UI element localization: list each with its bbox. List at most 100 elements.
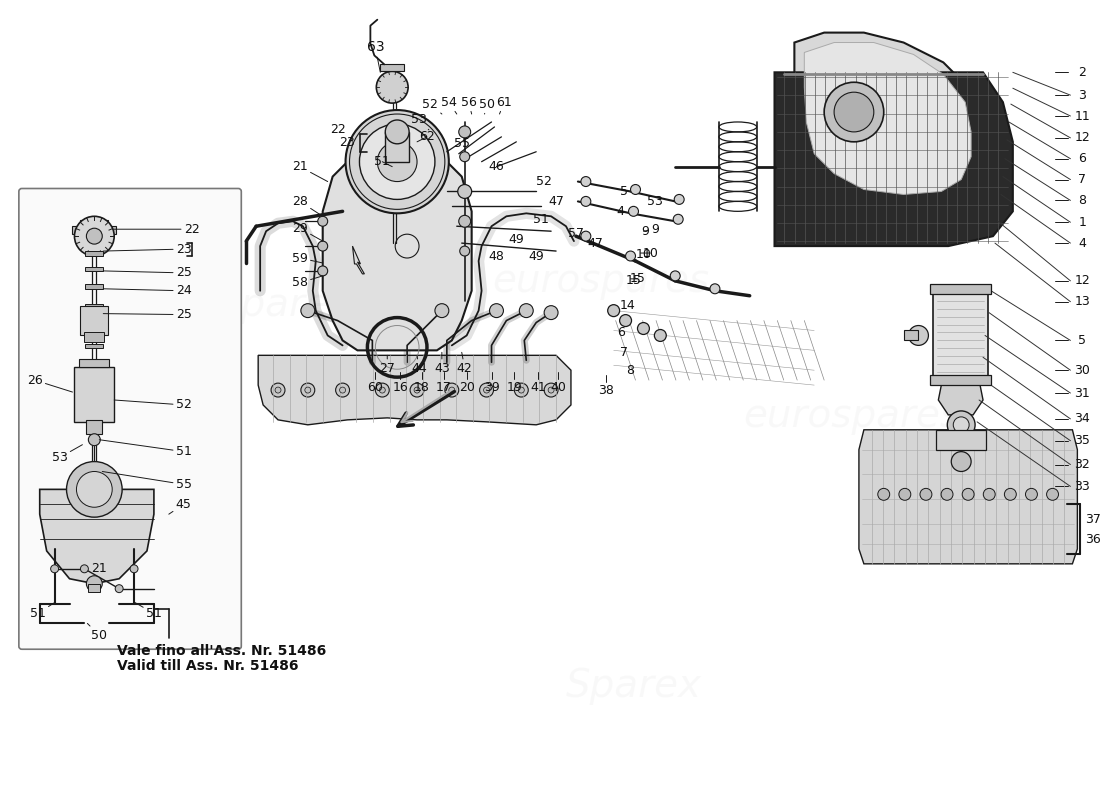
Circle shape	[458, 185, 472, 198]
Text: 48: 48	[488, 250, 505, 262]
Text: 56: 56	[461, 96, 476, 114]
Circle shape	[130, 565, 138, 573]
Bar	[86, 344, 103, 348]
Bar	[931, 284, 991, 294]
Circle shape	[490, 304, 504, 318]
Circle shape	[544, 383, 558, 397]
Text: 58: 58	[292, 276, 322, 290]
Text: 47: 47	[548, 195, 564, 208]
Circle shape	[638, 322, 649, 334]
Text: 44: 44	[411, 355, 427, 374]
Text: 9: 9	[644, 222, 659, 236]
Bar	[903, 330, 918, 341]
Text: 31: 31	[1075, 386, 1090, 399]
Text: 63: 63	[366, 41, 384, 72]
Text: 60: 60	[367, 381, 383, 394]
Circle shape	[318, 266, 328, 276]
Bar	[934, 290, 988, 380]
Circle shape	[87, 228, 102, 244]
Text: 52: 52	[114, 398, 191, 411]
Circle shape	[449, 387, 454, 393]
Text: 50: 50	[87, 623, 108, 642]
Text: 30: 30	[1075, 364, 1090, 377]
Text: 62: 62	[417, 130, 434, 143]
Circle shape	[824, 82, 883, 142]
Circle shape	[630, 185, 640, 194]
Bar	[88, 584, 100, 592]
Bar	[86, 366, 103, 370]
Text: 46: 46	[488, 160, 505, 173]
Text: 52: 52	[422, 98, 442, 114]
Text: 45: 45	[168, 498, 191, 514]
Circle shape	[983, 488, 996, 500]
Text: 8: 8	[627, 364, 635, 377]
Text: 51: 51	[99, 440, 191, 458]
Text: 7: 7	[1078, 173, 1087, 186]
Circle shape	[116, 585, 123, 593]
Text: 35: 35	[1075, 434, 1090, 447]
Text: 53: 53	[52, 445, 82, 464]
Text: 25: 25	[103, 308, 191, 321]
Text: 12: 12	[1075, 131, 1090, 144]
Circle shape	[942, 488, 953, 500]
Circle shape	[674, 194, 684, 204]
Text: 13: 13	[1075, 295, 1090, 308]
Circle shape	[920, 488, 932, 500]
Text: 1: 1	[1078, 216, 1087, 229]
Bar	[75, 367, 114, 422]
Circle shape	[51, 565, 58, 573]
Circle shape	[1046, 488, 1058, 500]
Text: 51: 51	[534, 213, 549, 226]
Circle shape	[484, 387, 490, 393]
Text: 20: 20	[459, 381, 474, 394]
Text: 22: 22	[330, 123, 345, 137]
Text: 4: 4	[617, 205, 625, 218]
Text: 47: 47	[587, 237, 604, 250]
Bar	[73, 226, 117, 234]
Polygon shape	[859, 430, 1077, 564]
Bar	[931, 375, 991, 385]
Circle shape	[379, 387, 385, 393]
Circle shape	[519, 304, 534, 318]
Circle shape	[459, 126, 471, 138]
Polygon shape	[258, 355, 571, 425]
Circle shape	[89, 462, 99, 471]
Text: 51: 51	[135, 602, 162, 620]
Circle shape	[340, 387, 345, 393]
Text: 4: 4	[1078, 237, 1087, 250]
Text: 8: 8	[1078, 194, 1087, 207]
Circle shape	[480, 383, 494, 397]
Bar	[87, 420, 102, 434]
Circle shape	[544, 306, 558, 319]
Circle shape	[301, 304, 315, 318]
FancyBboxPatch shape	[19, 189, 241, 650]
Circle shape	[88, 434, 100, 446]
Text: 9: 9	[641, 225, 649, 238]
Text: 33: 33	[1075, 480, 1090, 493]
Text: 49: 49	[508, 233, 525, 246]
Bar	[86, 323, 103, 329]
Text: eurospares: eurospares	[492, 262, 710, 300]
Polygon shape	[322, 162, 472, 350]
Circle shape	[376, 71, 408, 103]
Text: 51: 51	[374, 155, 393, 168]
Polygon shape	[938, 385, 983, 415]
Text: 6: 6	[1078, 152, 1087, 166]
Text: 15: 15	[626, 274, 641, 287]
Text: Sparex: Sparex	[565, 667, 702, 705]
Bar	[85, 333, 104, 342]
Text: 43: 43	[434, 352, 450, 374]
Circle shape	[670, 271, 680, 281]
Polygon shape	[352, 246, 364, 274]
Text: 26: 26	[26, 374, 73, 392]
Text: 10: 10	[640, 246, 658, 259]
Text: 2: 2	[1078, 66, 1087, 79]
Text: 18: 18	[414, 381, 430, 394]
Text: 34: 34	[1075, 412, 1090, 426]
Circle shape	[414, 387, 420, 393]
Text: 42: 42	[456, 352, 473, 374]
Text: 55: 55	[453, 138, 470, 150]
Text: 59: 59	[292, 251, 322, 265]
Circle shape	[947, 411, 975, 438]
Bar	[80, 220, 108, 226]
